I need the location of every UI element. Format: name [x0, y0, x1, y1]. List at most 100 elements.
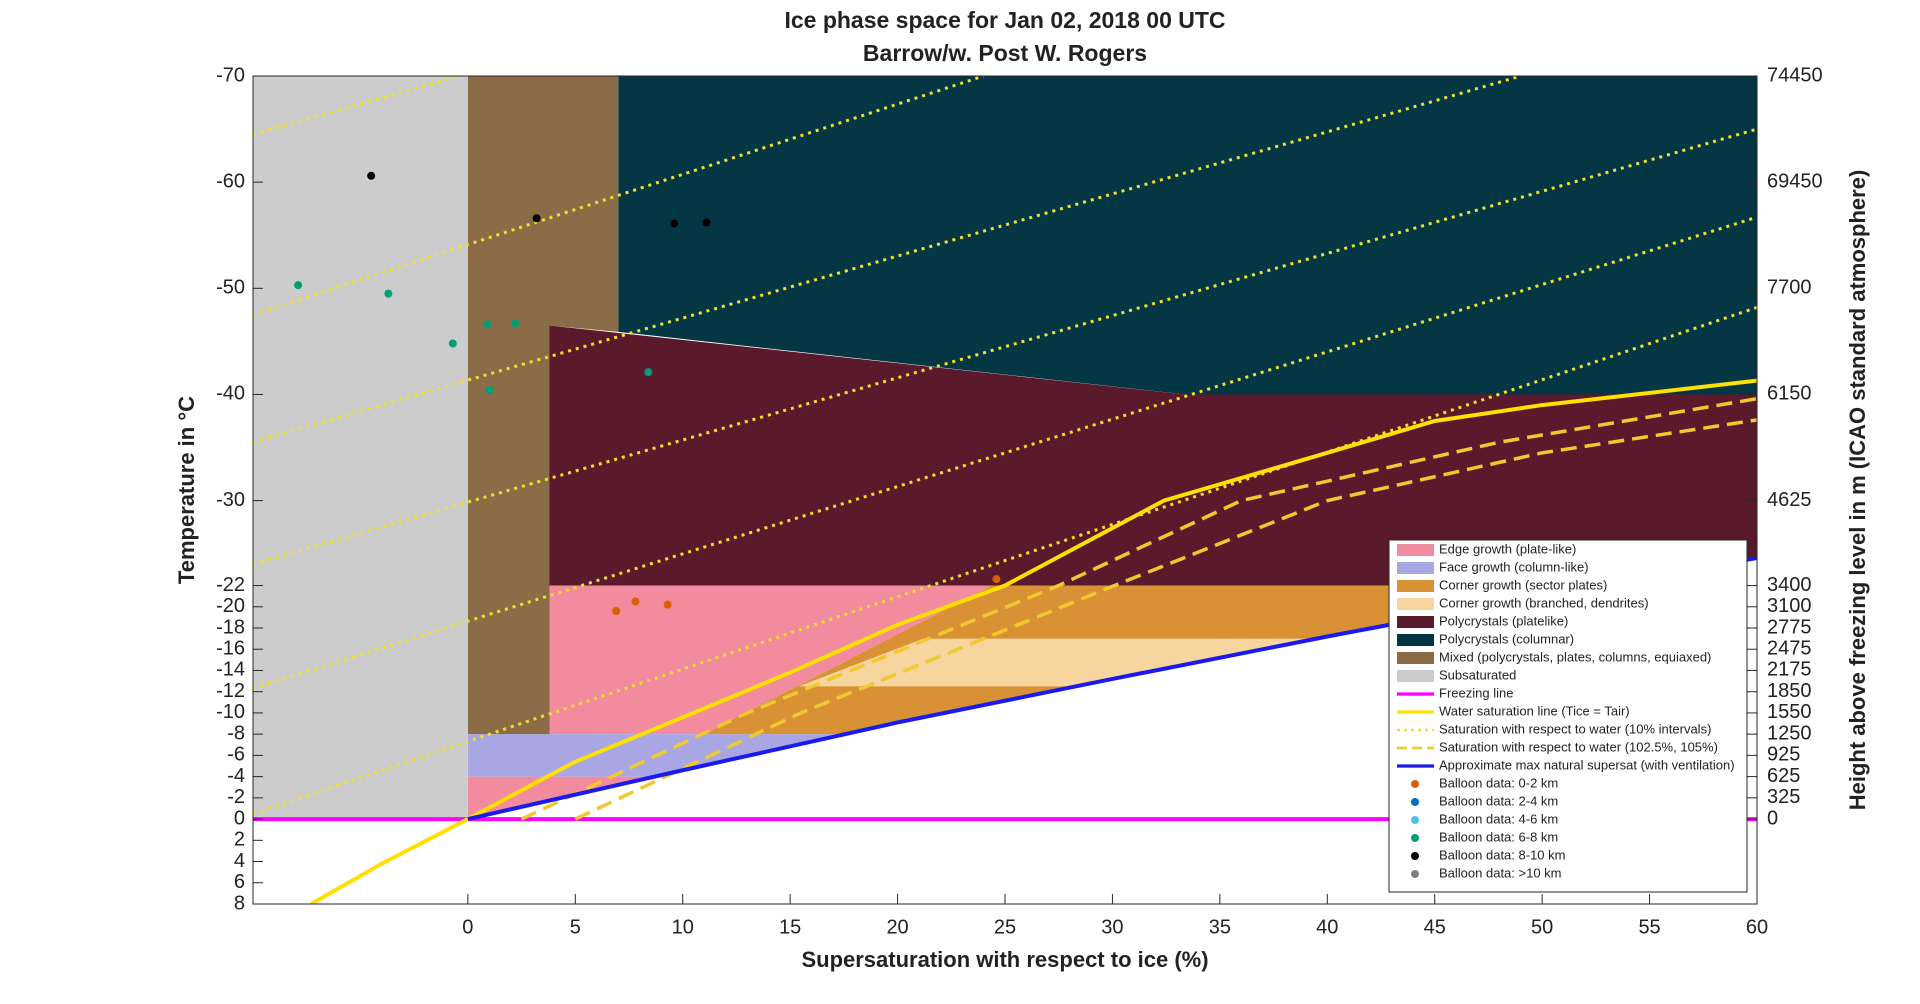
data-point: [384, 289, 393, 298]
y-tick-label: -8: [227, 722, 245, 744]
y2-tick-label: 74450: [1767, 64, 1823, 86]
y2-tick-label: 0: [1767, 807, 1778, 829]
y2-tick-label: 2175: [1767, 659, 1812, 681]
legend-label: Balloon data: 6-8 km: [1439, 829, 1558, 844]
x-tick-label: 0: [462, 916, 473, 938]
x-tick-label: 25: [994, 916, 1016, 938]
legend-label: Water saturation line (Tice = Tair): [1439, 703, 1630, 718]
y-tick-label: -12: [216, 680, 245, 702]
legend-swatch: [1397, 544, 1434, 556]
legend-swatch: [1397, 598, 1434, 610]
data-point: [631, 597, 640, 606]
legend-swatch: [1411, 870, 1419, 878]
legend-swatch: [1397, 634, 1434, 646]
legend-swatch: [1397, 562, 1434, 574]
y-tick-label: -18: [216, 616, 245, 638]
x-tick-label: 35: [1209, 916, 1231, 938]
y2-tick-label: 2475: [1767, 638, 1812, 660]
legend-swatch: [1411, 798, 1419, 806]
line: [574, 418, 1757, 821]
y2-tick-label: 6150: [1767, 383, 1812, 405]
legend-label: Polycrystals (columnar): [1439, 631, 1574, 646]
legend-label: Face growth (column-like): [1439, 559, 1589, 574]
legend-label: Corner growth (branched, dendrites): [1439, 595, 1649, 610]
legend-swatch: [1397, 652, 1434, 664]
legend-label: Balloon data: 8-10 km: [1439, 847, 1565, 862]
legend-swatch: [1411, 834, 1419, 842]
region: [798, 638, 1317, 687]
data-point: [612, 607, 621, 616]
x-tick-label: 45: [1424, 916, 1446, 938]
y-tick-label: 2: [234, 829, 245, 851]
data-point: [532, 214, 541, 223]
region: [467, 76, 619, 735]
legend-swatch: [1397, 670, 1434, 682]
legend-swatch: [1411, 852, 1419, 860]
y-tick-label: 4: [234, 850, 245, 872]
data-point: [367, 171, 376, 180]
legend: Edge growth (plate-like) Face growth (col…: [1388, 539, 1748, 893]
y2-tick-label: 625: [1767, 765, 1800, 787]
legend-label: Balloon data: >10 km: [1439, 865, 1562, 880]
data-point: [644, 368, 653, 377]
y-tick-label: -2: [227, 786, 245, 808]
legend-label: Saturation with respect to water (10% in…: [1439, 721, 1711, 736]
legend-label: Polycrystals (platelike): [1439, 613, 1568, 628]
legend-label: Balloon data: 4-6 km: [1439, 811, 1558, 826]
line: [253, 215, 1757, 690]
y2-tick-label: 3400: [1767, 574, 1812, 596]
y2-tick-label: 325: [1767, 786, 1800, 808]
x-tick-label: 5: [570, 916, 581, 938]
x-tick-label: 40: [1316, 916, 1338, 938]
legend-label: Approximate max natural supersat (with v…: [1439, 757, 1735, 772]
legend-swatch: [1397, 580, 1434, 592]
line: [253, 76, 984, 317]
x-tick-label: 15: [779, 916, 801, 938]
data-point: [485, 386, 494, 395]
x-axis-label: Supersaturation with respect to ice (%): [801, 947, 1208, 972]
y2-axis-label: Height above freezing level in m (ICAO s…: [1845, 170, 1870, 811]
region: [549, 325, 1757, 586]
chart-title: Ice phase space for Jan 02, 2018 00 UTC: [784, 7, 1225, 33]
y-tick-label: -70: [216, 64, 245, 86]
y-tick-label: -22: [216, 574, 245, 596]
legend-swatch: [1411, 780, 1419, 788]
y-tick-label: -20: [216, 595, 245, 617]
x-tick-label: 20: [886, 916, 908, 938]
data-point: [448, 339, 457, 348]
y2-tick-label: 1250: [1767, 722, 1812, 744]
y-tick-label: -60: [216, 170, 245, 192]
legend-label: Subsaturated: [1439, 667, 1516, 682]
y-tick-label: -6: [227, 744, 245, 766]
legend-label: Mixed (polycrystals, plates, columns, eq…: [1439, 649, 1711, 664]
line: [253, 76, 460, 136]
region: [618, 76, 1757, 395]
region: [549, 585, 993, 735]
legend-label: Balloon data: 2-4 km: [1439, 793, 1558, 808]
line: [310, 378, 1757, 904]
data-point: [511, 319, 520, 328]
x-tick-label: 10: [672, 916, 694, 938]
legend-label: Edge growth (plate-like): [1439, 541, 1576, 556]
y2-tick-label: 1850: [1767, 680, 1812, 702]
y-tick-label: -50: [216, 277, 245, 299]
data-point: [992, 575, 1001, 584]
line: [253, 305, 1757, 816]
legend-swatch: [1397, 616, 1434, 628]
legend-swatch: [1411, 816, 1419, 824]
y-tick-label: 8: [234, 892, 245, 914]
y2-tick-label: 69450: [1767, 170, 1823, 192]
data-point: [294, 281, 303, 290]
data-point: [483, 320, 492, 329]
x-tick-label: 60: [1746, 916, 1768, 938]
line: [253, 127, 1757, 566]
legend-label: Balloon data: 0-2 km: [1439, 775, 1558, 790]
region: [253, 76, 468, 820]
y2-tick-label: 3100: [1767, 595, 1812, 617]
x-tick-label: 55: [1638, 916, 1660, 938]
y-tick-label: 0: [234, 807, 245, 829]
data-point: [670, 219, 679, 228]
legend-label: Corner growth (sector plates): [1439, 577, 1607, 592]
